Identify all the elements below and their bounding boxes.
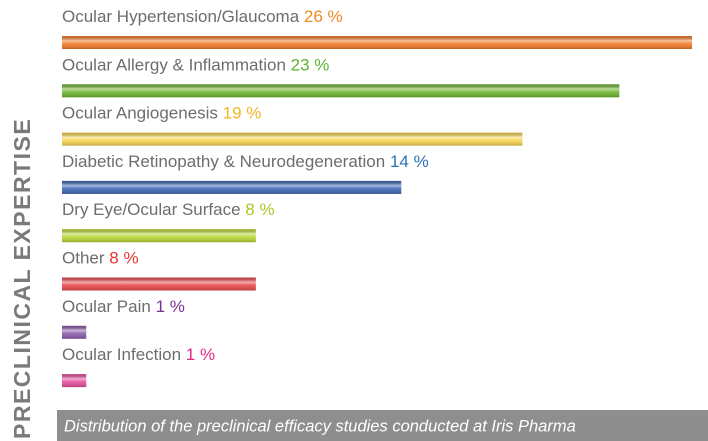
value-label: 26 % bbox=[304, 7, 343, 26]
bar-label: Ocular Angiogenesis 19 % bbox=[62, 104, 261, 123]
bar-label: Dry Eye/Ocular Surface 8 % bbox=[62, 201, 275, 220]
bar-label: Ocular Infection 1 % bbox=[62, 346, 215, 365]
value-label: 14 % bbox=[390, 152, 429, 171]
bar-gloss bbox=[62, 84, 620, 98]
bar-label: Ocular Hypertension/Glaucoma 26 % bbox=[62, 7, 343, 26]
value-label: 1 % bbox=[186, 346, 215, 365]
value-label: 19 % bbox=[223, 104, 262, 123]
value-label: 23 % bbox=[291, 56, 330, 75]
category-label: Ocular Pain bbox=[62, 297, 151, 316]
bar-gloss bbox=[62, 36, 692, 49]
category-label: Ocular Allergy & Inflammation bbox=[62, 56, 286, 75]
value-label: 1 % bbox=[156, 297, 185, 316]
caption-band bbox=[57, 410, 708, 441]
bar-gloss bbox=[62, 180, 402, 194]
category-label: Ocular Infection bbox=[62, 346, 181, 365]
category-label: Other bbox=[62, 249, 105, 268]
caption: Distribution of the preclinical efficacy… bbox=[64, 417, 576, 435]
value-label: 8 % bbox=[245, 201, 274, 220]
bar-gloss bbox=[62, 229, 256, 243]
bar-label: Ocular Allergy & Inflammation 23 % bbox=[62, 56, 329, 75]
category-label: Diabetic Retinopathy & Neurodegeneration bbox=[62, 152, 385, 171]
bar-label: Diabetic Retinopathy & Neurodegeneration… bbox=[62, 152, 429, 171]
bar-gloss bbox=[62, 132, 523, 146]
bar-gloss bbox=[62, 277, 256, 291]
bar-gloss bbox=[62, 325, 87, 339]
vertical-title: PRECLINICAL EXPERTISE bbox=[9, 118, 35, 439]
value-label: 8 % bbox=[109, 249, 138, 268]
category-label: Dry Eye/Ocular Surface bbox=[62, 201, 241, 220]
bar-label: Ocular Pain 1 % bbox=[62, 297, 185, 316]
category-label: Ocular Hypertension/Glaucoma bbox=[62, 7, 300, 26]
bar-label: Other 8 % bbox=[62, 249, 139, 268]
bar-gloss bbox=[62, 374, 87, 388]
category-label: Ocular Angiogenesis bbox=[62, 104, 218, 123]
